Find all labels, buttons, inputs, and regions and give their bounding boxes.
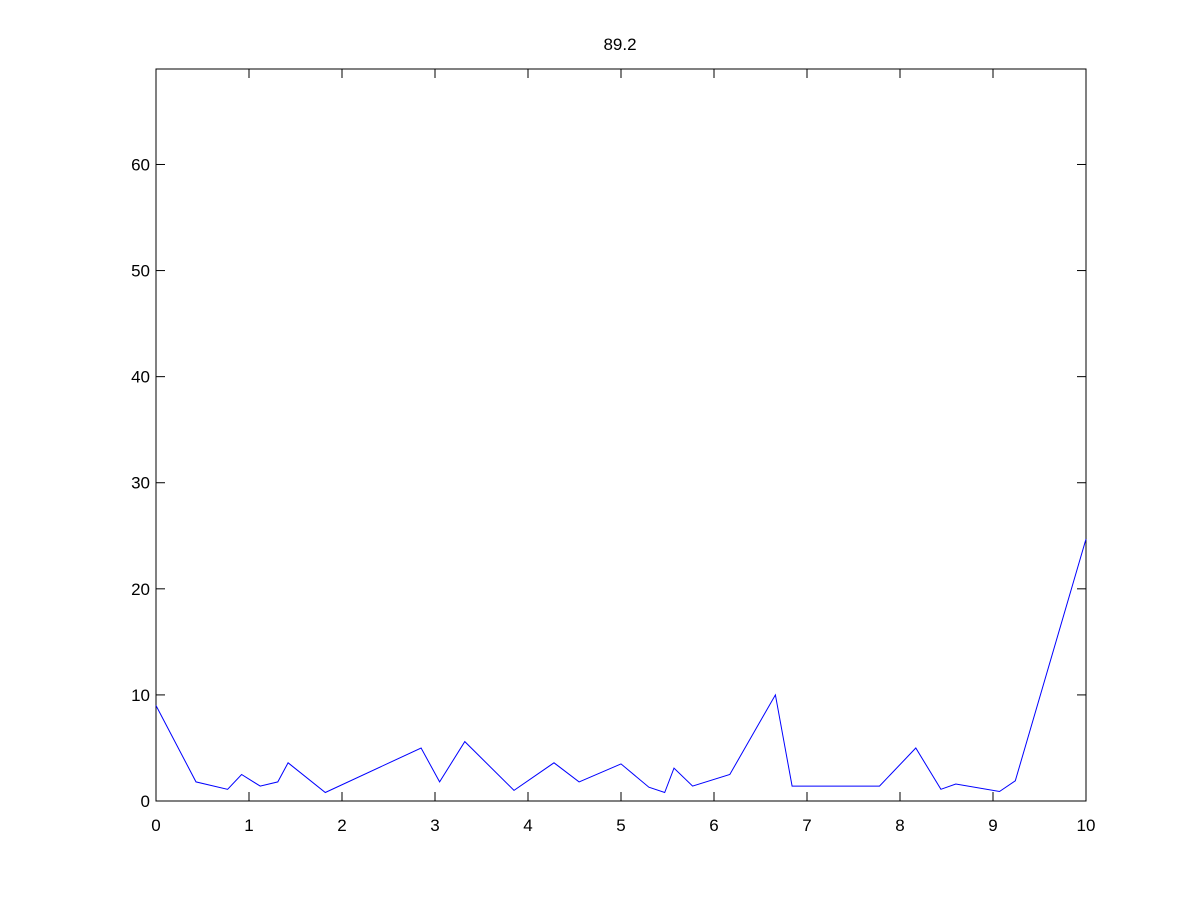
x-tick-label: 0 — [151, 816, 160, 835]
plot-frame — [155, 68, 1087, 802]
x-tick-label: 8 — [895, 816, 904, 835]
y-tick-label: 20 — [131, 580, 150, 599]
y-tick-label: 10 — [131, 686, 150, 705]
x-tick-label: 10 — [1077, 816, 1096, 835]
x-tick-label: 4 — [523, 816, 532, 835]
x-tick-label: 6 — [709, 816, 718, 835]
x-tick-label: 5 — [616, 816, 625, 835]
data-series-line — [155, 538, 1087, 794]
y-tick-label: 60 — [131, 155, 150, 174]
chart-title: 89.2 — [603, 35, 636, 54]
x-tick-label: 1 — [244, 816, 253, 835]
x-tick-label: 3 — [430, 816, 439, 835]
x-tick-label: 7 — [802, 816, 811, 835]
y-tick-label: 0 — [141, 792, 150, 811]
axis-ticks — [155, 69, 1087, 802]
x-tick-label: 2 — [337, 816, 346, 835]
y-tick-label: 30 — [131, 474, 150, 493]
y-tick-label: 40 — [131, 368, 150, 387]
y-tick-label: 50 — [131, 262, 150, 281]
axis-tick-labels: 0 1 2 3 4 5 6 7 8 9 10 0 10 20 30 40 50 60 — [131, 155, 1095, 835]
x-tick-label: 9 — [988, 816, 997, 835]
